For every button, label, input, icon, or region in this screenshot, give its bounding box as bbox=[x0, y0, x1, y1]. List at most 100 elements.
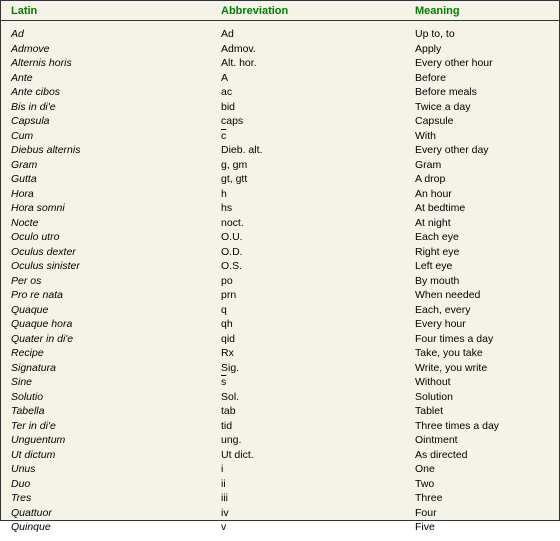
cell-abbreviation: prn bbox=[221, 288, 415, 303]
cell-latin: Recipe bbox=[11, 346, 221, 361]
cell-latin: Ad bbox=[11, 27, 221, 42]
cell-meaning: Tablet bbox=[415, 404, 549, 419]
cell-abbreviation: O.D. bbox=[221, 245, 415, 260]
table-row: CumcWith bbox=[11, 129, 549, 144]
table-row: DuoiiTwo bbox=[11, 477, 549, 492]
table-row: QuattuorivFour bbox=[11, 506, 549, 521]
cell-meaning: Ointment bbox=[415, 433, 549, 448]
cell-latin: Nocte bbox=[11, 216, 221, 231]
cell-abbreviation: Alt. hor. bbox=[221, 56, 415, 71]
cell-latin: Cum bbox=[11, 129, 221, 144]
cell-abbreviation: s bbox=[221, 375, 415, 390]
table-row: AdmoveAdmov.Apply bbox=[11, 42, 549, 57]
cell-latin: Per os bbox=[11, 274, 221, 289]
table-row: Guttagt, gttA drop bbox=[11, 172, 549, 187]
cell-meaning: Every hour bbox=[415, 317, 549, 332]
cell-abbreviation: ac bbox=[221, 85, 415, 100]
cell-abbreviation: gt, gtt bbox=[221, 172, 415, 187]
cell-latin: Ante cibos bbox=[11, 85, 221, 100]
cell-meaning: With bbox=[415, 129, 549, 144]
table-row: Ter in di'etidThree times a day bbox=[11, 419, 549, 434]
table-row: SolutioSol.Solution bbox=[11, 390, 549, 405]
table-header: Latin Abbreviation Meaning bbox=[1, 1, 559, 21]
cell-abbreviation: Ut dict. bbox=[221, 448, 415, 463]
cell-latin: Bis in di'e bbox=[11, 100, 221, 115]
cell-latin: Oculus dexter bbox=[11, 245, 221, 260]
table-row: TabellatabTablet bbox=[11, 404, 549, 419]
table-row: CapsulacapsCapsule bbox=[11, 114, 549, 129]
table-body: AdAdUp to, toAdmoveAdmov.ApplyAlternis h… bbox=[1, 21, 559, 541]
cell-latin: Quinque bbox=[11, 520, 221, 535]
cell-meaning: Four times a day bbox=[415, 332, 549, 347]
table-row: QuaqueqEach, every bbox=[11, 303, 549, 318]
cell-abbreviation: iv bbox=[221, 506, 415, 521]
cell-meaning: When needed bbox=[415, 288, 549, 303]
cell-latin: Ter in di'e bbox=[11, 419, 221, 434]
cell-meaning: Before meals bbox=[415, 85, 549, 100]
cell-abbreviation: Sol. bbox=[221, 390, 415, 405]
cell-latin: Oculus sinister bbox=[11, 259, 221, 274]
cell-meaning: A drop bbox=[415, 172, 549, 187]
cell-latin: Diebus alternis bbox=[11, 143, 221, 158]
table-row: Oculus dexterO.D.Right eye bbox=[11, 245, 549, 260]
cell-latin: Ante bbox=[11, 71, 221, 86]
cell-latin: Capsula bbox=[11, 114, 221, 129]
cell-latin: Quaque hora bbox=[11, 317, 221, 332]
cell-latin: Quater in di'e bbox=[11, 332, 221, 347]
cell-abbreviation: Admov. bbox=[221, 42, 415, 57]
table-row: HorahAn hour bbox=[11, 187, 549, 202]
cell-abbreviation: noct. bbox=[221, 216, 415, 231]
cell-abbreviation: i bbox=[221, 462, 415, 477]
table-row: AnteABefore bbox=[11, 71, 549, 86]
cell-latin: Unguentum bbox=[11, 433, 221, 448]
cell-meaning: Capsule bbox=[415, 114, 549, 129]
cell-meaning: Three bbox=[415, 491, 549, 506]
cell-latin: Alternis horis bbox=[11, 56, 221, 71]
cell-meaning: Five bbox=[415, 520, 549, 535]
table-row: SignaturaSig.Write, you write bbox=[11, 361, 549, 376]
table-row: Unguentumung.Ointment bbox=[11, 433, 549, 448]
cell-meaning: Each, every bbox=[415, 303, 549, 318]
cell-latin: Tres bbox=[11, 491, 221, 506]
cell-meaning: Before bbox=[415, 71, 549, 86]
cell-meaning: Every other hour bbox=[415, 56, 549, 71]
table-row: Diebus alternisDieb. alt.Every other day bbox=[11, 143, 549, 158]
cell-abbreviation: tid bbox=[221, 419, 415, 434]
cell-meaning: At night bbox=[415, 216, 549, 231]
cell-latin: Quaque bbox=[11, 303, 221, 318]
cell-abbreviation: q bbox=[221, 303, 415, 318]
cell-latin: Sine bbox=[11, 375, 221, 390]
cell-abbreviation: hs bbox=[221, 201, 415, 216]
cell-meaning: Every other day bbox=[415, 143, 549, 158]
cell-abbreviation: ung. bbox=[221, 433, 415, 448]
cell-abbreviation: caps bbox=[221, 114, 415, 129]
cell-abbreviation: bid bbox=[221, 100, 415, 115]
cell-abbreviation: ii bbox=[221, 477, 415, 492]
cell-latin: Solutio bbox=[11, 390, 221, 405]
table-row: AdAdUp to, to bbox=[11, 27, 549, 42]
column-header-meaning: Meaning bbox=[415, 5, 549, 17]
cell-abbreviation: Dieb. alt. bbox=[221, 143, 415, 158]
cell-abbreviation: O.S. bbox=[221, 259, 415, 274]
cell-abbreviation: O.U. bbox=[221, 230, 415, 245]
column-header-latin: Latin bbox=[11, 5, 221, 17]
table-row: Hora somnihsAt bedtime bbox=[11, 201, 549, 216]
cell-latin: Admove bbox=[11, 42, 221, 57]
cell-meaning: As directed bbox=[415, 448, 549, 463]
cell-meaning: Without bbox=[415, 375, 549, 390]
cell-meaning: Up to, to bbox=[415, 27, 549, 42]
cell-latin: Signatura bbox=[11, 361, 221, 376]
cell-abbreviation: c bbox=[221, 129, 415, 144]
table-row: RecipeRxTake, you take bbox=[11, 346, 549, 361]
table-row: Pro re nataprnWhen needed bbox=[11, 288, 549, 303]
cell-meaning: Each eye bbox=[415, 230, 549, 245]
cell-meaning: Three times a day bbox=[415, 419, 549, 434]
cell-abbreviation: Ad bbox=[221, 27, 415, 42]
table-row: UnusiOne bbox=[11, 462, 549, 477]
cell-meaning: Left eye bbox=[415, 259, 549, 274]
table-row: Oculus sinisterO.S.Left eye bbox=[11, 259, 549, 274]
cell-abbreviation: po bbox=[221, 274, 415, 289]
cell-meaning: Right eye bbox=[415, 245, 549, 260]
cell-abbreviation: A bbox=[221, 71, 415, 86]
table-row: Alternis horisAlt. hor.Every other hour bbox=[11, 56, 549, 71]
